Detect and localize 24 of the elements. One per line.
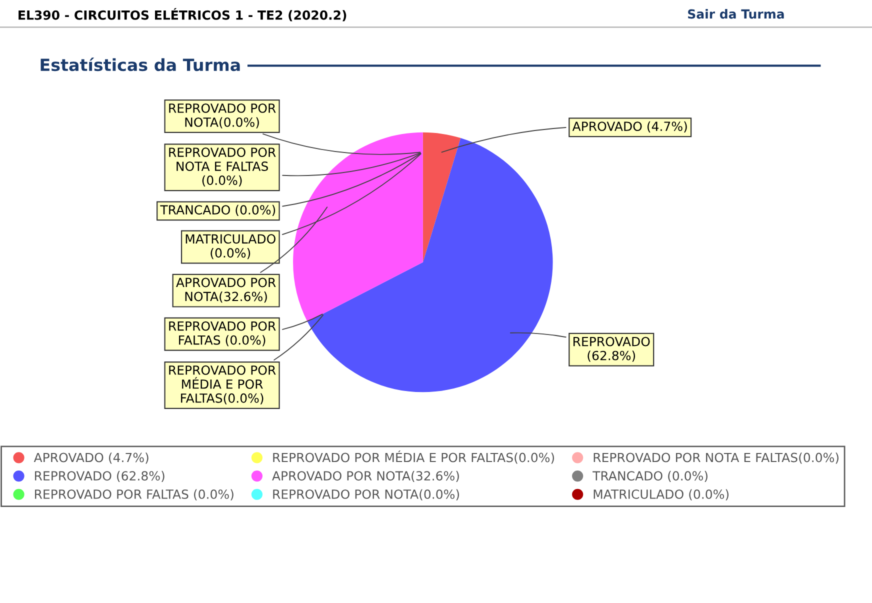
legend-label: TRANCADO (0.0%)	[592, 470, 708, 482]
data-label: APROVADO POR NOTA(32.6%)	[176, 278, 276, 303]
text: TRANCADO (0.0%)	[160, 204, 276, 216]
pie-slice	[307, 138, 553, 392]
data-label: REPROVADO (62.8%)	[574, 336, 650, 362]
text: REPROVADO POR NOTA E FALTAS (0.0%)	[169, 148, 276, 186]
legend-label: REPROVADO POR NOTA E FALTAS(0.0%)	[594, 452, 838, 464]
legend-label: REPROVADO POR MÉDIA E POR FALTAS(0.0%)	[273, 450, 554, 464]
legend-label: MATRICULADO (0.0%)	[594, 489, 729, 500]
legend-label: APROVADO (4.7%)	[34, 452, 148, 464]
pie-slice	[422, 132, 461, 262]
text: Sair da Turma	[688, 9, 784, 19]
text: REPROVADO POR MÉDIA E POR FALTAS(0.0%)	[169, 365, 276, 404]
text: REPROVADO POR FALTAS (0.0%)	[169, 321, 276, 346]
text: MATRICULADO (0.0%)	[186, 234, 276, 260]
pie-slice	[293, 132, 423, 322]
legend-label: REPROVADO POR NOTA(0.0%)	[273, 489, 460, 500]
text: REPROVADO POR NOTA(0.0%)	[169, 103, 276, 128]
legend-label: APROVADO POR NOTA(32.6%)	[272, 470, 459, 482]
chart-subtitle: EL390 - CIRCUITOS ELÉTRICOS 1 - TE2 (2020.2)	[18, 8, 346, 22]
chart-title: Estatísticas da Turma	[40, 58, 240, 72]
legend-label: REPROVADO (62.8%)	[35, 470, 164, 482]
legend-label: REPROVADO POR FALTAS (0.0%)	[35, 489, 234, 500]
data-label: APROVADO (4.7%)	[572, 121, 687, 133]
